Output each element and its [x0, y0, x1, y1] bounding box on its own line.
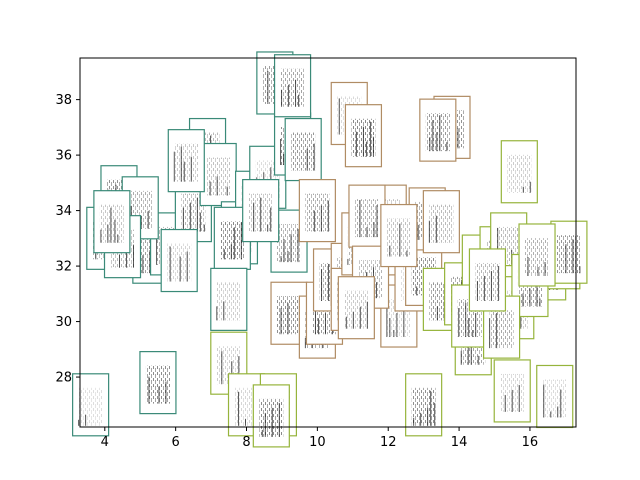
thumbnail-point	[337, 276, 375, 340]
thumbnail-point	[298, 178, 336, 243]
thumbnail-point	[252, 384, 290, 448]
thumbnail-point	[405, 373, 443, 437]
thumbnail-point	[518, 223, 556, 287]
thumbnail-point	[139, 351, 177, 415]
thumbnail-point	[536, 364, 574, 429]
plot-frame	[79, 57, 577, 428]
thumbnail-point	[93, 190, 131, 254]
y-tick-label: 30	[55, 315, 72, 330]
thumbnail-point	[284, 117, 322, 182]
thumbnail-point	[167, 129, 205, 193]
y-tick-label: 32	[55, 260, 72, 275]
y-tick-label: 28	[55, 371, 72, 386]
x-tick-label: 6	[172, 435, 180, 450]
data-points	[72, 51, 588, 448]
x-tick-label: 16	[522, 435, 539, 450]
thumbnail-point	[160, 228, 198, 293]
thumbnail-point	[210, 267, 248, 331]
x-tick-label: 10	[309, 435, 326, 450]
y-tick-label: 36	[55, 149, 72, 164]
thumbnail-point	[422, 190, 460, 254]
x-tick-label: 12	[380, 435, 397, 450]
thumbnail-point	[380, 203, 418, 268]
x-tick-label: 8	[242, 435, 250, 450]
thumbnail-point	[72, 373, 110, 437]
thumbnail-point	[199, 142, 237, 207]
thumbnail-point	[348, 184, 386, 248]
thumbnail-point	[242, 178, 280, 243]
thumbnail-point	[344, 104, 383, 168]
x-tick-label: 4	[101, 435, 109, 450]
thumbnail-point	[273, 54, 312, 118]
x-tick-label: 14	[451, 435, 468, 450]
thumbnail-point	[213, 206, 251, 270]
thumbnail-point	[493, 359, 531, 423]
thumbnail-point	[419, 98, 457, 162]
x-axis: 4 6 8 10 12 14 16	[101, 427, 539, 450]
y-axis: 28 30 32 34 36 38	[55, 93, 80, 386]
y-tick-label: 34	[55, 204, 72, 219]
y-tick-label: 38	[55, 93, 72, 108]
thumbnail-point	[468, 248, 507, 312]
thumbnail-point	[500, 140, 538, 204]
thumbnail-point	[550, 220, 588, 284]
